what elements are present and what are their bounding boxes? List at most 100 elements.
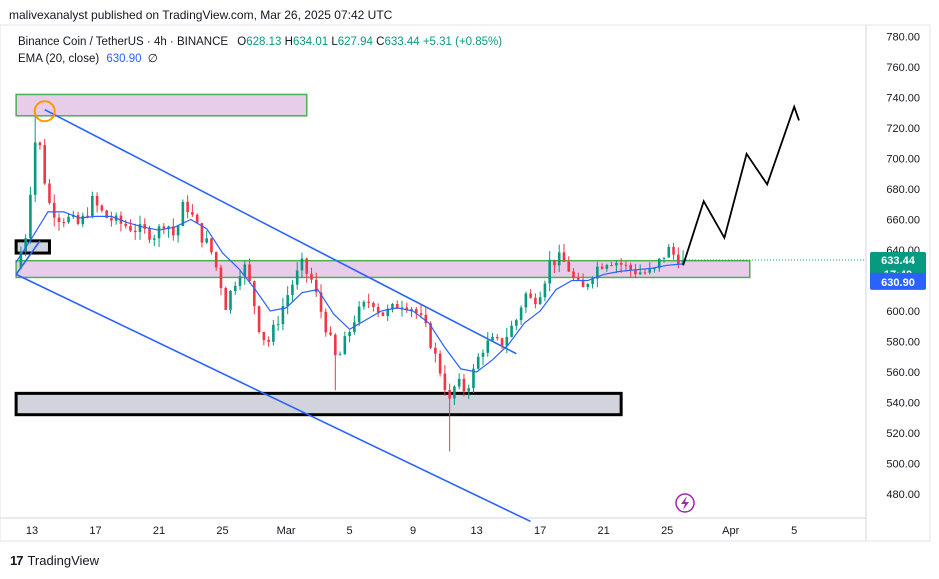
legend-open-value: 628.13 [246, 36, 282, 48]
candle-body [229, 290, 232, 310]
candle-body [105, 210, 108, 218]
candle [91, 191, 94, 219]
candle-body [86, 215, 89, 217]
candle-body [348, 332, 351, 337]
legend-high-value: 634.01 [292, 36, 329, 48]
candle [434, 342, 437, 363]
legend-ohlc-row: Binance Coin / TetherUS · 4h · BINANCE O… [18, 34, 502, 51]
candle [191, 204, 194, 217]
candle [291, 280, 294, 302]
candle-body [424, 314, 428, 324]
x-tick-label: 25 [661, 525, 673, 537]
candle [672, 242, 675, 260]
candle [534, 293, 537, 309]
candle-body [157, 226, 161, 239]
candle-body [438, 353, 442, 374]
candle-body [195, 214, 199, 224]
x-tick-label: 5 [347, 525, 353, 537]
candle [405, 302, 409, 313]
channel-origin-line [15, 240, 41, 275]
legend-ema-suffix: ∅ [147, 53, 158, 65]
candle [62, 218, 66, 228]
y-tick-label: 760.00 [886, 62, 920, 74]
candle [524, 291, 528, 313]
candle-body [191, 212, 194, 215]
candle-body [314, 279, 318, 293]
legend-open-label: O [237, 36, 247, 48]
candle-body [462, 378, 466, 392]
candle-body [33, 142, 37, 195]
candle [100, 204, 104, 213]
candle-body [305, 258, 309, 274]
ema-price-badge [870, 272, 926, 290]
y-axis[interactable]: 480.00 500.00 520.00 540.00 560.00 580.00 600.… [886, 32, 920, 502]
candle [605, 263, 609, 272]
candle [357, 301, 361, 326]
chart-frame [0, 24, 931, 542]
candle [262, 331, 266, 346]
candle [381, 312, 385, 317]
candle-body [405, 307, 409, 311]
candle-body [457, 378, 461, 387]
candle-body [562, 252, 566, 262]
zones-layer [14, 93, 751, 417]
candle-body [76, 214, 80, 224]
candle-body [491, 337, 494, 341]
candle [667, 243, 671, 258]
x-tick-label: 21 [598, 525, 610, 537]
y-tick-label: 720.00 [886, 123, 920, 135]
legend-ema-label[interactable]: EMA (20, close) [18, 53, 100, 65]
candle [181, 199, 185, 227]
candle [76, 211, 80, 226]
y-tick-label: 660.00 [886, 215, 920, 227]
candle [172, 218, 175, 241]
lightning-icon[interactable] [675, 493, 695, 513]
candle [424, 307, 428, 327]
x-axis[interactable]: 13 17 21 25 Mar 5 9 13 17 21 25 Apr 5 [26, 525, 797, 537]
candle [267, 336, 270, 347]
candle-body [262, 331, 266, 340]
candle [238, 269, 242, 290]
candle-body [615, 262, 618, 266]
legend-change: +5.31 (+0.85%) [422, 36, 503, 48]
candle-body [276, 324, 280, 326]
y-tick-label: 520.00 [886, 428, 920, 440]
x-tick-label: 13 [471, 525, 483, 537]
candle [214, 251, 218, 271]
legend-ema-value: 630.90 [106, 53, 142, 65]
candle-body [110, 217, 113, 221]
candle-body [505, 336, 509, 346]
legend-symbol[interactable]: Binance Coin / TetherUS · 4h · BINANCE [18, 36, 229, 48]
candle-body [400, 307, 404, 309]
candle-body [434, 347, 437, 354]
tradingview-brand[interactable]: 17 TradingView [10, 553, 99, 568]
x-tick-label: 21 [153, 525, 165, 537]
candle-body [476, 356, 480, 369]
candle [376, 303, 380, 318]
candle-body [453, 386, 456, 399]
candle [43, 139, 47, 185]
candle [253, 280, 256, 315]
candle-body [429, 323, 432, 348]
candle [586, 282, 590, 291]
candle-body [295, 270, 299, 285]
y-tick-label: 680.00 [886, 184, 920, 196]
channel-layer [15, 108, 531, 523]
candle-body [219, 267, 223, 289]
candle [243, 261, 247, 285]
candle-body [334, 334, 337, 356]
candle [167, 225, 170, 238]
candle [362, 300, 366, 310]
candle [548, 251, 551, 292]
legend-low-label: L [331, 36, 338, 48]
y-tick-label: 580.00 [886, 337, 920, 349]
candle-body [386, 308, 390, 316]
candle [610, 262, 613, 267]
candle-body [648, 268, 652, 273]
candle-body [176, 226, 180, 236]
candle-body [681, 260, 685, 265]
ema-price-value: 630.90 [881, 277, 915, 289]
candle-body [591, 278, 594, 284]
candle-body [557, 252, 561, 266]
